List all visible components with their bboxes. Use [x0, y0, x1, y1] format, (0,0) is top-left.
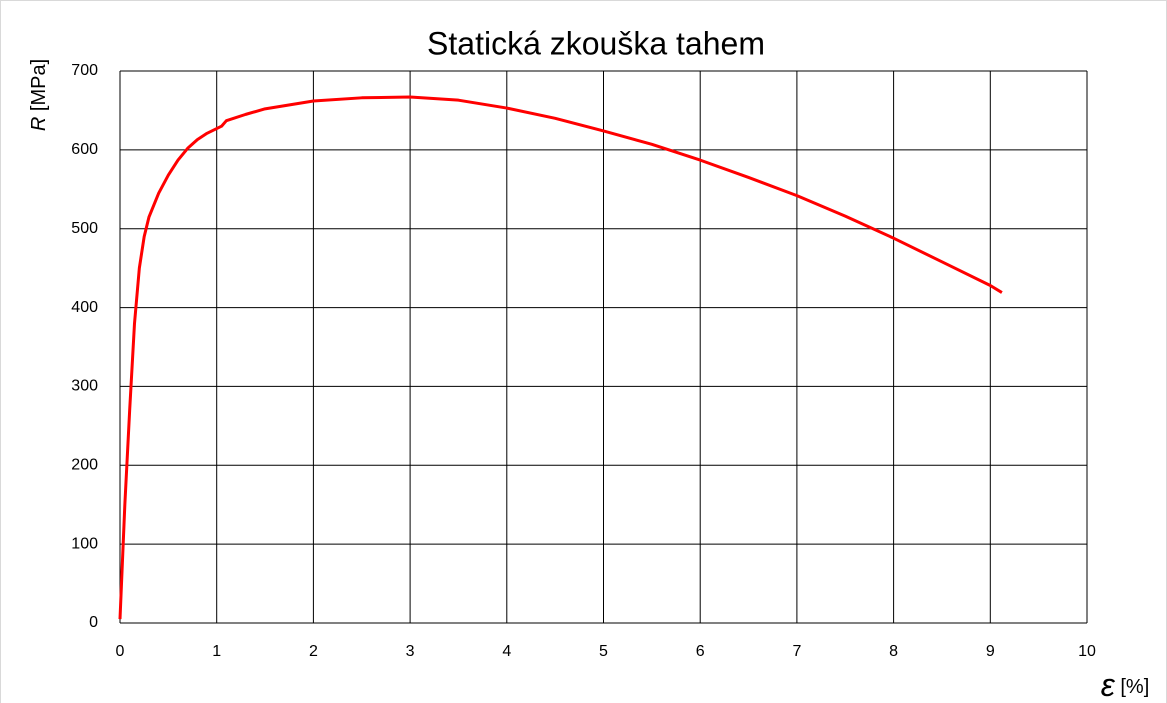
x-axis-symbol: ε [1101, 667, 1116, 703]
x-tick-label: 6 [696, 643, 705, 660]
x-tick-label: 2 [309, 643, 318, 660]
y-tick-label: 100 [71, 535, 98, 552]
y-tick-label: 700 [71, 62, 98, 79]
x-tick-label: 8 [889, 643, 898, 660]
y-axis-unit: [MPa] [28, 59, 50, 111]
line-series [118, 95, 1003, 620]
x-tick-label: 5 [599, 643, 608, 660]
y-axis-label: R [MPa] [28, 59, 50, 131]
chart-title: Statická zkouška tahem [427, 25, 765, 61]
y-tick-label: 200 [71, 457, 98, 474]
x-tick-label: 4 [502, 643, 511, 660]
y-tick-label: 600 [71, 141, 98, 158]
x-axis-unit: [%] [1120, 676, 1149, 698]
x-axis-label: ε [%] [1101, 667, 1150, 703]
x-tick-label: 3 [406, 643, 415, 660]
y-axis-label-text: R [MPa] [28, 59, 50, 131]
y-tick-label: 300 [71, 378, 98, 395]
x-tick-label: 0 [116, 643, 125, 660]
y-tick-label: 500 [71, 220, 98, 237]
y-tick-label: 0 [89, 614, 98, 631]
y-tick-label: 400 [71, 299, 98, 316]
x-tick-label: 9 [986, 643, 995, 660]
x-tick-label: 1 [212, 643, 221, 660]
x-tick-label: 7 [792, 643, 801, 660]
x-tick-label: 10 [1078, 643, 1096, 660]
y-axis-symbol: R [28, 117, 50, 131]
